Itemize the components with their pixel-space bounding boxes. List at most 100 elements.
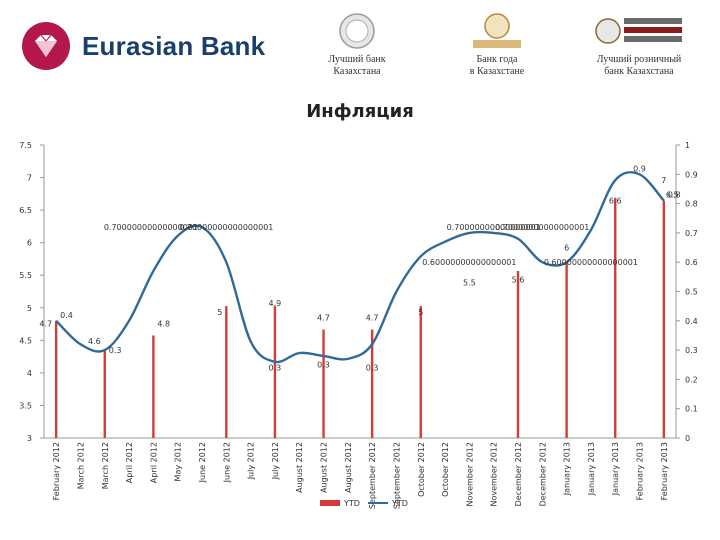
x-tick-label: November 2012	[465, 442, 474, 507]
x-tick-label: September 2012	[368, 442, 377, 509]
data-label: 0.70000000000000001	[447, 223, 541, 232]
chart-title: Инфляция	[306, 101, 414, 122]
data-label: 0.60000000000000001	[422, 258, 516, 267]
data-label: 4.7	[39, 320, 52, 329]
data-label: 7	[661, 176, 666, 185]
x-tick-label: September 2012	[392, 442, 401, 509]
data-label: 6	[564, 243, 569, 252]
data-label: 0.60000000000000001	[544, 258, 638, 267]
data-label: 4.6	[88, 337, 101, 346]
y-right-tick-label: 1	[685, 141, 690, 150]
data-label: 0.70000000000000001	[179, 223, 273, 232]
y-right-tick-label: 0.1	[685, 405, 698, 414]
bar	[565, 262, 568, 438]
x-tick-label: November 2012	[490, 442, 499, 507]
x-tick-label: August 2012	[320, 442, 329, 493]
x-tick-label: July 2012	[271, 442, 280, 480]
x-tick-label: April 2012	[149, 442, 158, 483]
euromoney-badge	[292, 12, 422, 50]
bar	[614, 197, 617, 438]
x-tick-label: October 2012	[417, 442, 426, 497]
y-left-tick-label: 4.5	[19, 336, 32, 345]
data-label: 4.7	[317, 314, 330, 323]
y-right-tick-label: 0.9	[685, 170, 698, 179]
award-banking-finance: Лучший розничный банк Казахстана	[574, 12, 704, 78]
y-left-tick-label: 3	[27, 434, 32, 443]
bar	[103, 350, 106, 438]
y-left-tick-label: 7	[27, 174, 32, 183]
y-left-tick-label: 6.5	[19, 206, 32, 215]
label-layer: 4.70.44.60.34.80.700000000000000010.7000…	[39, 164, 680, 372]
axis-layer: 33.544.555.566.577.500.10.20.30.40.50.60…	[19, 141, 697, 509]
x-tick-label: January 2013	[587, 442, 596, 496]
x-tick-label: March 2012	[101, 442, 110, 489]
x-tick-label: August 2012	[344, 442, 353, 493]
bar	[273, 306, 277, 438]
eurasian-bank-logo[interactable]: Eurasian Bank	[22, 22, 265, 70]
data-label: 4.8	[157, 320, 170, 329]
data-label: 5	[418, 308, 423, 317]
data-label: 5.5	[463, 279, 476, 288]
legend-label-line: YTD	[391, 499, 408, 508]
diamond-icon	[22, 22, 70, 70]
x-tick-label: February 2013	[636, 442, 645, 500]
award-banking-finance-line1: Лучший розничный	[596, 54, 682, 65]
inflation-chart: 33.544.555.566.577.500.10.20.30.40.50.60…	[19, 141, 697, 509]
data-label: 5.6	[512, 276, 525, 285]
bar	[322, 329, 325, 438]
legend-swatch-bar	[320, 500, 340, 506]
award-euromoney: Лучший банк Казахстана	[292, 12, 422, 78]
data-label: 0.8	[668, 191, 681, 200]
bar	[152, 335, 155, 438]
data-label: 6.6	[609, 197, 622, 206]
y-left-tick-label: 7.5	[19, 141, 32, 150]
y-right-tick-label: 0.3	[685, 346, 698, 355]
award-euromoney-line2: Казахстана	[333, 66, 381, 77]
x-tick-label: July 2012	[247, 442, 256, 480]
y-right-tick-label: 0.4	[685, 317, 698, 326]
y-left-tick-label: 3.5	[19, 401, 32, 410]
data-label: 0.3	[269, 364, 282, 373]
y-left-tick-label: 4	[27, 369, 32, 378]
x-tick-label: June 2012	[198, 442, 207, 483]
x-tick-label: October 2012	[441, 442, 450, 497]
data-label: 0.70000000000000001	[104, 223, 198, 232]
line-layer	[55, 171, 665, 364]
bar	[54, 320, 58, 438]
x-tick-label: March 2012	[76, 442, 85, 489]
header: Eurasian Bank Лучший банк Казахстана Бан…	[0, 0, 720, 95]
y-right-tick-label: 0.7	[685, 229, 698, 238]
x-tick-label: June 2012	[222, 442, 231, 483]
data-label: 4.7	[366, 314, 379, 323]
bar	[662, 200, 666, 438]
data-label: 4.9	[269, 299, 282, 308]
y-right-tick-label: 0.8	[685, 200, 698, 209]
data-label: 0.9	[633, 164, 646, 173]
y-right-tick-label: 0	[685, 434, 690, 443]
data-label: 0.70000000000000001	[495, 223, 589, 232]
data-label: 5	[217, 308, 222, 317]
bar-layer	[54, 197, 666, 438]
legend-layer: YTD YTD	[320, 499, 408, 508]
y-right-tick-label: 0.6	[685, 258, 698, 267]
x-tick-label: February 2013	[660, 442, 669, 500]
y-right-tick-label: 0.5	[685, 288, 698, 297]
y-left-tick-label: 6	[27, 239, 32, 248]
banker-badge	[432, 12, 562, 50]
award-euromoney-line1: Лучший банк	[328, 54, 386, 65]
data-label: 0.3	[317, 361, 330, 370]
bar	[370, 329, 374, 438]
inflation-line	[55, 171, 665, 364]
data-label: 0.3	[366, 364, 379, 373]
x-tick-label: December 2012	[514, 442, 523, 506]
x-tick-label: December 2012	[538, 442, 547, 506]
bar	[419, 306, 422, 438]
banking-finance-badge	[574, 12, 704, 50]
award-banker-line1: Банк года	[476, 54, 518, 65]
y-left-tick-label: 5.5	[19, 271, 32, 280]
y-left-tick-label: 5	[27, 304, 32, 313]
award-banking-finance-line2: банк Казахстана	[604, 66, 674, 77]
data-label: 0.3	[109, 346, 122, 355]
bar	[225, 306, 228, 438]
legend-label-bar: YTD	[343, 499, 360, 508]
